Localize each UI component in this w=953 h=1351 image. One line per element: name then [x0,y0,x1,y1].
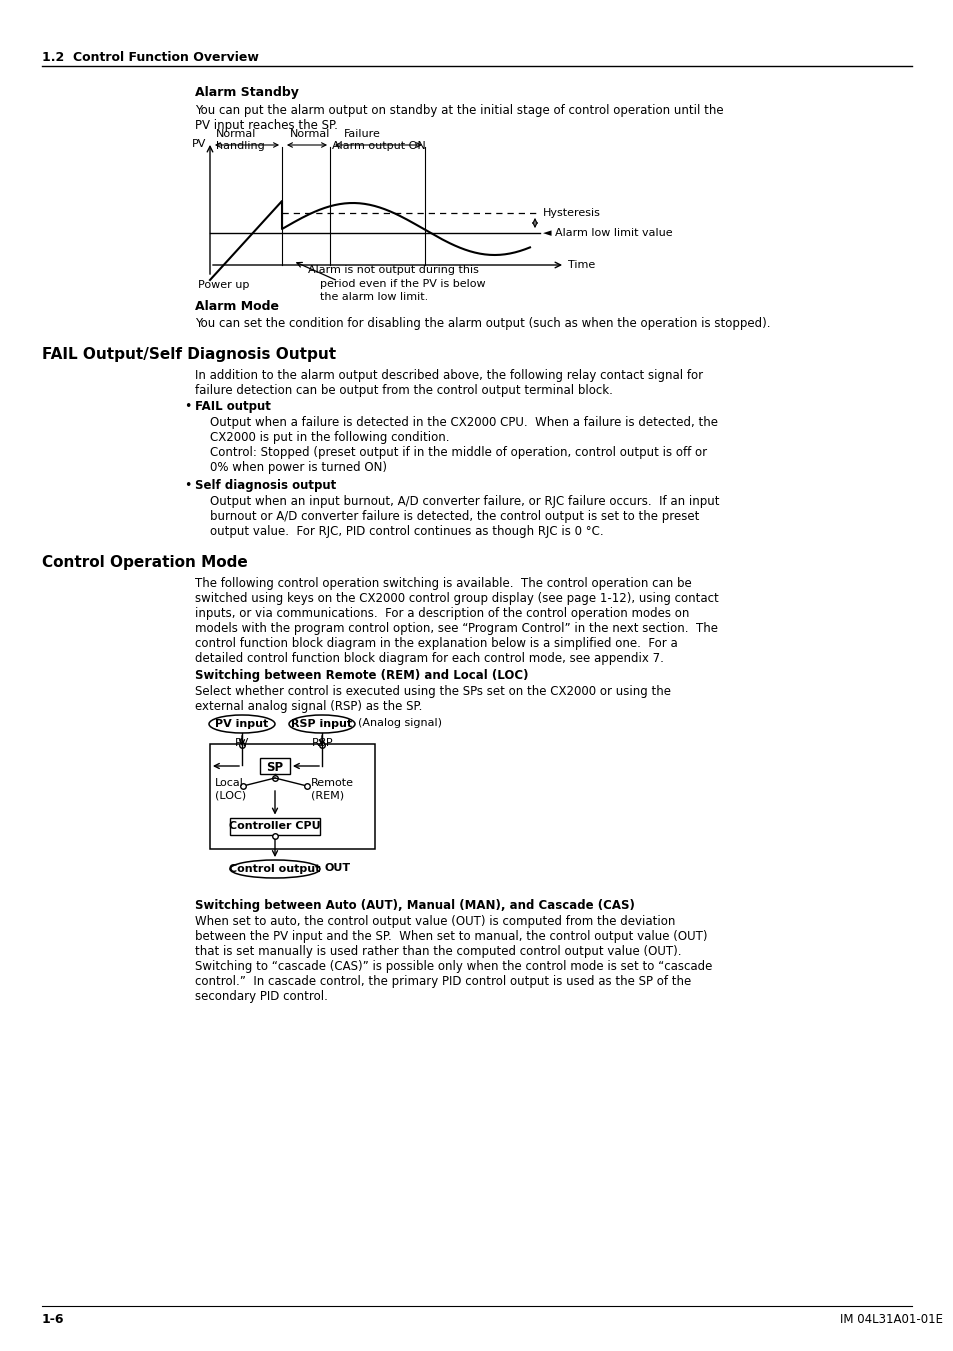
Text: Normal: Normal [290,128,330,139]
Text: (LOC): (LOC) [214,790,246,801]
Text: Local: Local [214,778,244,788]
Text: switched using keys on the CX2000 control group display (see page 1-12), using c: switched using keys on the CX2000 contro… [194,592,718,605]
Text: 1-6: 1-6 [42,1313,65,1325]
Text: Alarm output ON: Alarm output ON [332,141,425,151]
Text: Self diagnosis output: Self diagnosis output [194,480,335,492]
Text: external analog signal (RSP) as the SP.: external analog signal (RSP) as the SP. [194,700,422,713]
Text: Hysteresis: Hysteresis [542,208,600,218]
Text: •: • [184,400,192,413]
Bar [210,744,375,848]
Text: ◄ Alarm low limit value: ◄ Alarm low limit value [542,228,672,238]
Text: SP: SP [266,761,283,774]
Text: Failure: Failure [344,128,380,139]
Text: Switching between Auto (AUT), Manual (MAN), and Cascade (CAS): Switching between Auto (AUT), Manual (MA… [194,898,634,912]
Text: between the PV input and the SP.  When set to manual, the control output value (: between the PV input and the SP. When se… [194,929,707,943]
Text: Control Operation Mode: Control Operation Mode [42,555,248,570]
Text: In addition to the alarm output described above, the following relay contact sig: In addition to the alarm output describe… [194,369,702,382]
Text: The following control operation switching is available.  The control operation c: The following control operation switchin… [194,577,691,590]
Text: Remote: Remote [311,778,354,788]
Text: Switching to “cascade (CAS)” is possible only when the control mode is set to “c: Switching to “cascade (CAS)” is possible… [194,961,712,973]
Text: the alarm low limit.: the alarm low limit. [319,292,428,303]
Text: Control output: Control output [229,865,320,874]
Text: 1.2  Control Function Overview: 1.2 Control Function Overview [42,51,258,63]
Text: Control: Stopped (preset output if in the middle of operation, control output is: Control: Stopped (preset output if in th… [210,446,706,459]
Text: •: • [184,480,192,492]
Bar [230,817,319,835]
Bar [260,758,290,774]
Text: RSP input: RSP input [291,719,353,730]
Text: Select whether control is executed using the SPs set on the CX2000 or using the: Select whether control is executed using… [194,685,670,698]
Text: failure detection can be output from the control output terminal block.: failure detection can be output from the… [194,384,612,397]
Text: models with the program control option, see “Program Control” in the next sectio: models with the program control option, … [194,621,718,635]
Text: Alarm is not output during this: Alarm is not output during this [308,265,478,276]
Text: control.”  In cascade control, the primary PID control output is used as the SP : control.” In cascade control, the primar… [194,975,691,988]
Text: (Analog signal): (Analog signal) [357,717,441,728]
Text: inputs, or via communications.  For a description of the control operation modes: inputs, or via communications. For a des… [194,607,689,620]
Text: You can set the condition for disabling the alarm output (such as when the opera: You can set the condition for disabling … [194,317,770,330]
Text: detailed control function block diagram for each control mode, see appendix 7.: detailed control function block diagram … [194,653,663,665]
Text: control function block diagram in the explanation below is a simplified one.  Fo: control function block diagram in the ex… [194,638,677,650]
Text: period even if the PV is below: period even if the PV is below [319,280,485,289]
Text: Output when a failure is detected in the CX2000 CPU.  When a failure is detected: Output when a failure is detected in the… [210,416,718,430]
Text: Switching between Remote (REM) and Local (LOC): Switching between Remote (REM) and Local… [194,669,528,682]
Text: OUT: OUT [325,863,351,873]
Text: PV input reaches the SP.: PV input reaches the SP. [194,119,337,132]
Text: Time: Time [567,259,595,270]
Text: secondary PID control.: secondary PID control. [194,990,328,1002]
Text: Output when an input burnout, A/D converter failure, or RJC failure occurs.  If : Output when an input burnout, A/D conver… [210,494,719,508]
Text: PV input: PV input [215,719,269,730]
Text: handling: handling [215,141,265,151]
Text: RSP: RSP [312,738,334,748]
Text: FAIL output: FAIL output [194,400,271,413]
Text: (REM): (REM) [311,790,344,801]
Text: output value.  For RJC, PID control continues as though RJC is 0 °C.: output value. For RJC, PID control conti… [210,526,603,538]
Text: burnout or A/D converter failure is detected, the control output is set to the p: burnout or A/D converter failure is dete… [210,509,699,523]
Text: PV: PV [234,738,249,748]
Text: Controller CPU: Controller CPU [229,821,320,831]
Text: You can put the alarm output on standby at the initial stage of control operatio: You can put the alarm output on standby … [194,104,723,118]
Text: PV: PV [192,139,206,149]
Text: FAIL Output/Self Diagnosis Output: FAIL Output/Self Diagnosis Output [42,347,335,362]
Text: Alarm Mode: Alarm Mode [194,300,278,313]
Text: 0% when power is turned ON): 0% when power is turned ON) [210,461,387,474]
Text: IM 04L31A01-01E: IM 04L31A01-01E [840,1313,942,1325]
Text: When set to auto, the control output value (OUT) is computed from the deviation: When set to auto, the control output val… [194,915,675,928]
Text: Normal: Normal [215,128,256,139]
Text: that is set manually is used rather than the computed control output value (OUT): that is set manually is used rather than… [194,944,680,958]
Text: CX2000 is put in the following condition.: CX2000 is put in the following condition… [210,431,449,444]
Text: Power up: Power up [198,280,249,290]
Text: Alarm Standby: Alarm Standby [194,86,298,99]
